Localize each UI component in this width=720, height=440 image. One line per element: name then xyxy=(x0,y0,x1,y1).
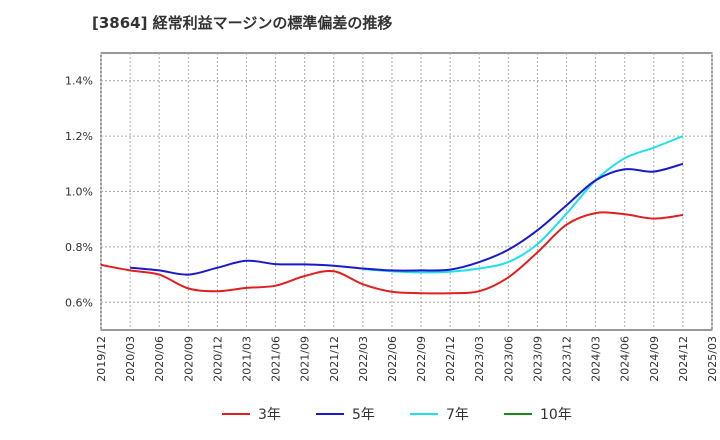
y-tick-label: 1.0% xyxy=(65,186,93,199)
x-tick-label: 2022/03 xyxy=(357,336,370,382)
y-tick-label: 0.8% xyxy=(65,241,93,254)
x-tick-label: 2023/12 xyxy=(561,336,574,382)
x-tick-label: 2022/09 xyxy=(415,336,428,382)
x-tick-label: 2025/03 xyxy=(706,336,719,382)
x-tick-label: 2021/09 xyxy=(299,336,312,382)
legend-label: 7年 xyxy=(446,407,469,423)
x-tick-label: 2021/06 xyxy=(270,336,283,382)
x-tick-label: 2020/09 xyxy=(182,336,195,382)
x-tick-label: 2023/06 xyxy=(502,336,515,382)
x-tick-label: 2019/12 xyxy=(95,336,108,382)
x-tick-label: 2022/06 xyxy=(386,336,399,382)
x-tick-label: 2021/03 xyxy=(240,336,253,382)
y-tick-label: 1.4% xyxy=(65,75,93,88)
chart-title: [3864] 経常利益マージンの標準偏差の推移 xyxy=(92,14,393,32)
x-tick-label: 2020/12 xyxy=(211,336,224,382)
series-line-1 xyxy=(100,211,684,295)
x-tick-label: 2024/12 xyxy=(677,336,690,382)
y-tick-label: 0.6% xyxy=(65,296,93,309)
y-tick-label: 1.2% xyxy=(65,130,93,143)
series-line-3 xyxy=(362,135,684,274)
x-tick-label: 2023/09 xyxy=(531,336,544,382)
x-tick-label: 2024/09 xyxy=(648,336,661,382)
x-tick-label: 2024/03 xyxy=(590,336,603,382)
legend-label: 5年 xyxy=(352,407,375,423)
x-tick-label: 2024/06 xyxy=(619,336,632,382)
legend-label: 10年 xyxy=(540,407,572,423)
x-tick-label: 2023/03 xyxy=(473,336,486,382)
x-tick-label: 2020/03 xyxy=(124,336,137,382)
x-tick-label: 2021/12 xyxy=(328,336,341,382)
x-tick-label: 2020/06 xyxy=(153,336,166,382)
legend-label: 3年 xyxy=(258,407,281,423)
series-line-2 xyxy=(130,162,684,276)
x-tick-label: 2022/12 xyxy=(444,336,457,382)
